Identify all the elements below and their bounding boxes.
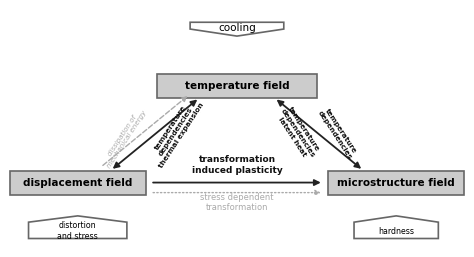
Text: displacement field: displacement field [23,178,132,188]
Text: dissipation of
mechanical energy: dissipation of mechanical energy [101,106,148,169]
Text: microstructure field: microstructure field [337,178,455,188]
Polygon shape [190,22,284,36]
Text: temperature
dependencies
thermal expansion: temperature dependencies thermal expansi… [147,94,205,169]
Text: hardness: hardness [378,227,414,236]
Polygon shape [28,216,127,238]
Text: stress dependent
transformation: stress dependent transformation [200,193,273,212]
Text: cooling: cooling [218,23,256,33]
Polygon shape [354,216,438,238]
FancyBboxPatch shape [328,171,464,195]
FancyBboxPatch shape [157,74,317,98]
FancyBboxPatch shape [10,171,146,195]
Text: temperature
dependencies: temperature dependencies [317,106,358,160]
Text: distortion
and stress: distortion and stress [57,221,98,241]
Text: temperature
dependencies
latent heat: temperature dependencies latent heat [274,104,321,162]
Text: temperature field: temperature field [185,81,289,91]
Text: transformation
induced plasticity: transformation induced plasticity [191,155,283,175]
